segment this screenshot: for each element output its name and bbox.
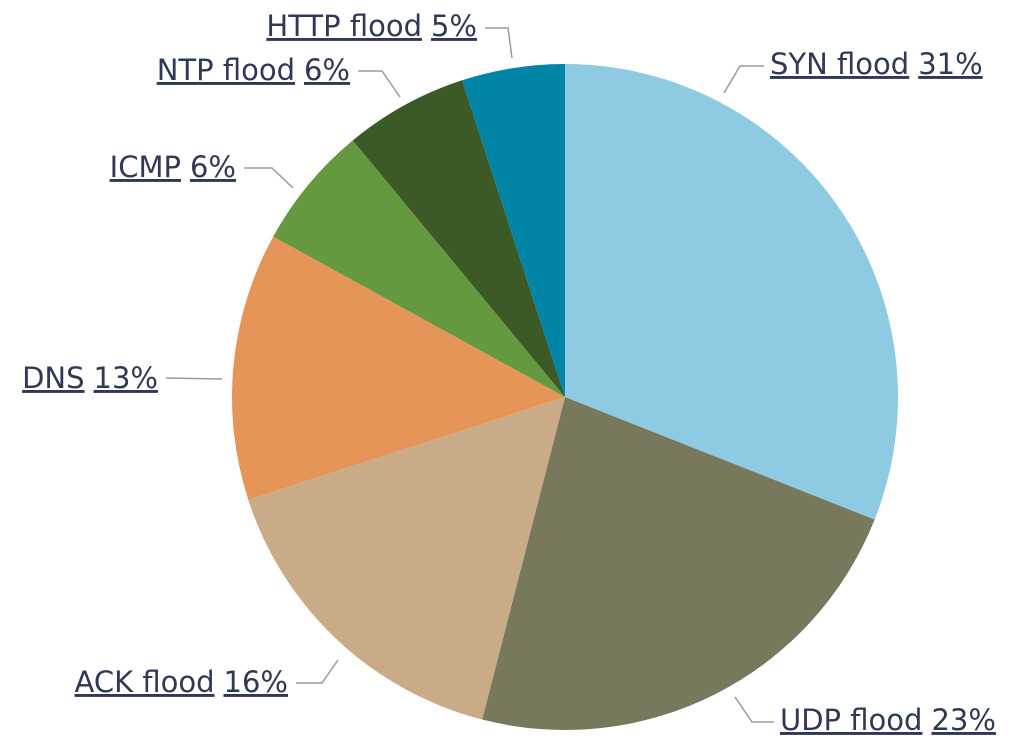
slice-label-name: DNS	[22, 361, 84, 395]
leader-line	[358, 70, 401, 98]
leader-line	[734, 696, 774, 723]
slice-label-name: NTP flood	[157, 53, 295, 87]
pie-slice	[273, 140, 565, 398]
leader-line	[485, 27, 513, 59]
slice-label-name: HTTP flood	[266, 9, 422, 43]
slice-label: UDP flood 23%	[780, 703, 996, 737]
slice-label-value: 5%	[431, 9, 477, 43]
slice-label-value: 13%	[94, 361, 158, 395]
slice-label: ACK flood 16%	[75, 665, 288, 699]
leader-line	[244, 167, 294, 189]
leader-line	[296, 659, 339, 684]
pie-slice	[462, 64, 565, 397]
slice-label-value: 6%	[190, 150, 236, 184]
pie-slice	[232, 236, 565, 500]
pie-slice	[248, 397, 565, 720]
leader-line	[723, 65, 764, 94]
slice-label-name: UDP flood	[780, 703, 922, 737]
pie-slice	[482, 397, 875, 730]
leader-line	[165, 377, 223, 380]
pie-slice	[565, 64, 899, 520]
slice-label-value: 16%	[224, 665, 288, 699]
slice-label-value: 31%	[918, 47, 982, 81]
slice-label-name: ICMP	[110, 150, 181, 184]
slice-label-value: 6%	[304, 53, 350, 87]
slice-label: NTP flood 6%	[157, 53, 350, 87]
slice-label-name: ACK flood	[75, 665, 215, 699]
slice-label: SYN flood 31%	[770, 47, 983, 81]
slice-label-value: 23%	[931, 703, 995, 737]
slice-label: DNS 13%	[22, 361, 158, 395]
slice-label: ICMP 6%	[110, 150, 236, 184]
pie-slice	[352, 80, 565, 397]
slice-label: HTTP flood 5%	[266, 9, 477, 43]
slice-label-name: SYN flood	[770, 47, 909, 81]
